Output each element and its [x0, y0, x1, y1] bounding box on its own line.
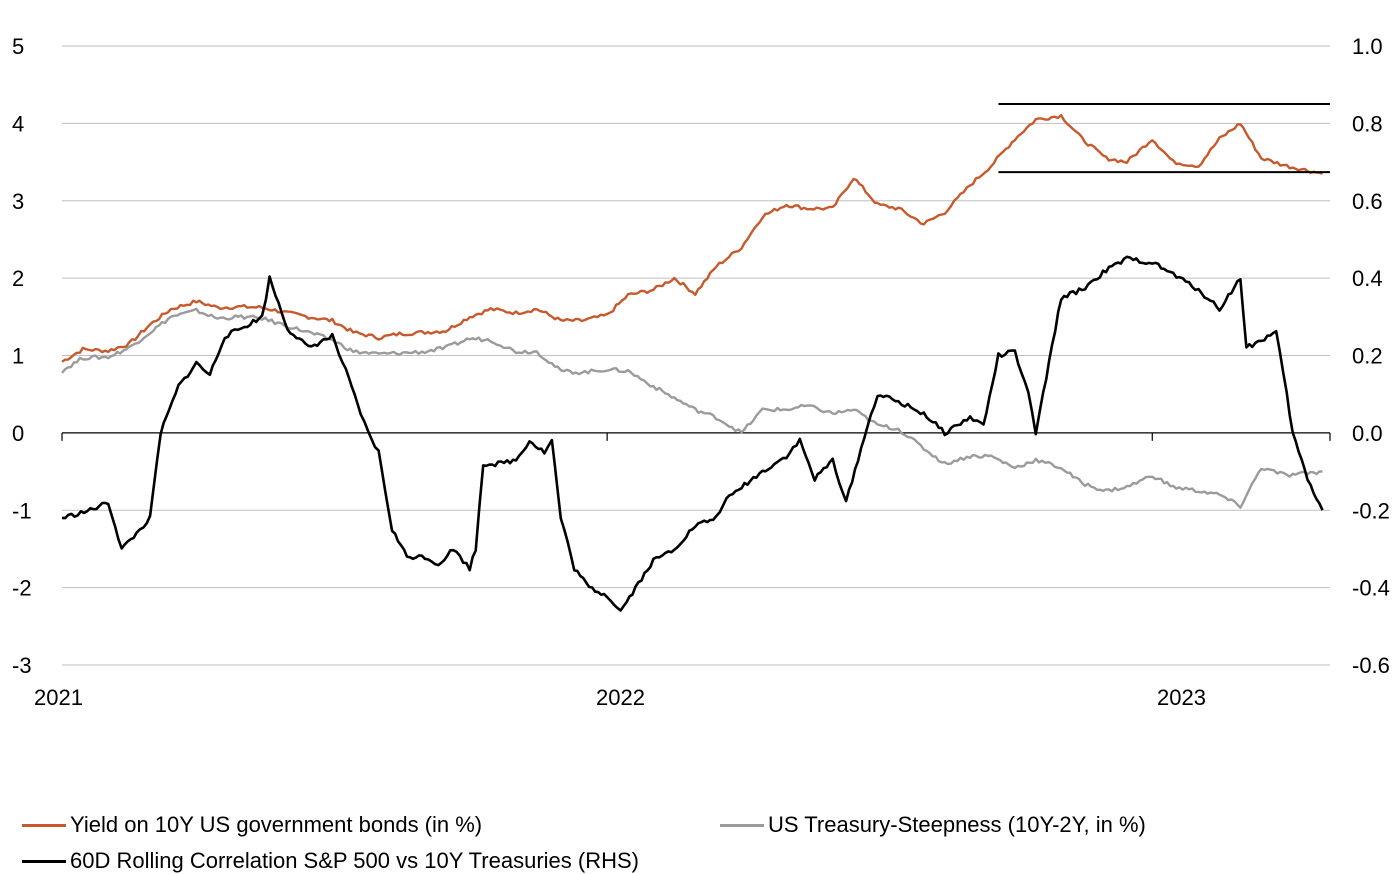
- left-tick-label: -3: [12, 653, 32, 678]
- left-tick-label: -2: [12, 576, 32, 601]
- right-tick-label: 0.4: [1352, 266, 1383, 291]
- legend-item-correlation: 60D Rolling Correlation S&P 500 vs 10Y T…: [22, 848, 639, 874]
- right-tick-label: 0.8: [1352, 111, 1383, 136]
- series-line-steepness: [61, 307, 1323, 509]
- chart: 5 4 3 2 1 0 -1 -2 -3 1.0 0.8 0.6 0.4 0.2 0.0 -0.2 -0.4 -…: [12, 34, 1390, 710]
- x-axis: 2021 2022 2023: [34, 685, 1206, 710]
- right-tick-label: 0.6: [1352, 189, 1383, 214]
- right-tick-label: 1.0: [1352, 34, 1383, 59]
- legend-item-yield: Yield on 10Y US government bonds (in %): [22, 812, 482, 838]
- legend-swatch-yield: [22, 823, 66, 827]
- right-tick-label: 0.2: [1352, 344, 1383, 369]
- x-tick-label: 2021: [34, 685, 83, 710]
- left-y-axis: 5 4 3 2 1 0 -1 -2 -3: [12, 34, 32, 678]
- left-tick-label: 5: [12, 34, 24, 59]
- legend-label-steepness: US Treasury-Steepness (10Y-2Y, in %): [768, 812, 1146, 837]
- left-tick-label: 3: [12, 189, 24, 214]
- right-tick-label: 0.0: [1352, 421, 1383, 446]
- legend-swatch-correlation: [22, 859, 66, 863]
- legend-label-correlation: 60D Rolling Correlation S&P 500 vs 10Y T…: [70, 848, 640, 873]
- left-tick-label: -1: [12, 498, 32, 523]
- right-tick-label: -0.6: [1352, 653, 1390, 678]
- gridlines: [62, 45, 1330, 666]
- left-tick-label: 4: [12, 111, 24, 136]
- zero-axis: [61, 432, 1331, 441]
- x-tick-label: 2023: [1157, 685, 1206, 710]
- left-tick-label: 0: [12, 421, 24, 446]
- left-tick-label: 2: [12, 266, 24, 291]
- legend-label-yield: Yield on 10Y US government bonds (in %): [70, 812, 483, 837]
- reference-lines: [998, 103, 1330, 174]
- series-lines: [61, 113, 1324, 612]
- right-tick-label: -0.2: [1352, 498, 1390, 523]
- x-tick-label: 2022: [596, 685, 645, 710]
- legend-item-steepness: US Treasury-Steepness (10Y-2Y, in %): [720, 812, 1146, 838]
- right-tick-label: -0.4: [1352, 576, 1390, 601]
- series-line-yield: [61, 113, 1323, 363]
- series-line-correlation: [61, 255, 1324, 612]
- left-tick-label: 1: [12, 344, 24, 369]
- legend-swatch-steepness: [720, 823, 764, 827]
- right-y-axis: 1.0 0.8 0.6 0.4 0.2 0.0 -0.2 -0.4 -0.6: [1352, 34, 1390, 678]
